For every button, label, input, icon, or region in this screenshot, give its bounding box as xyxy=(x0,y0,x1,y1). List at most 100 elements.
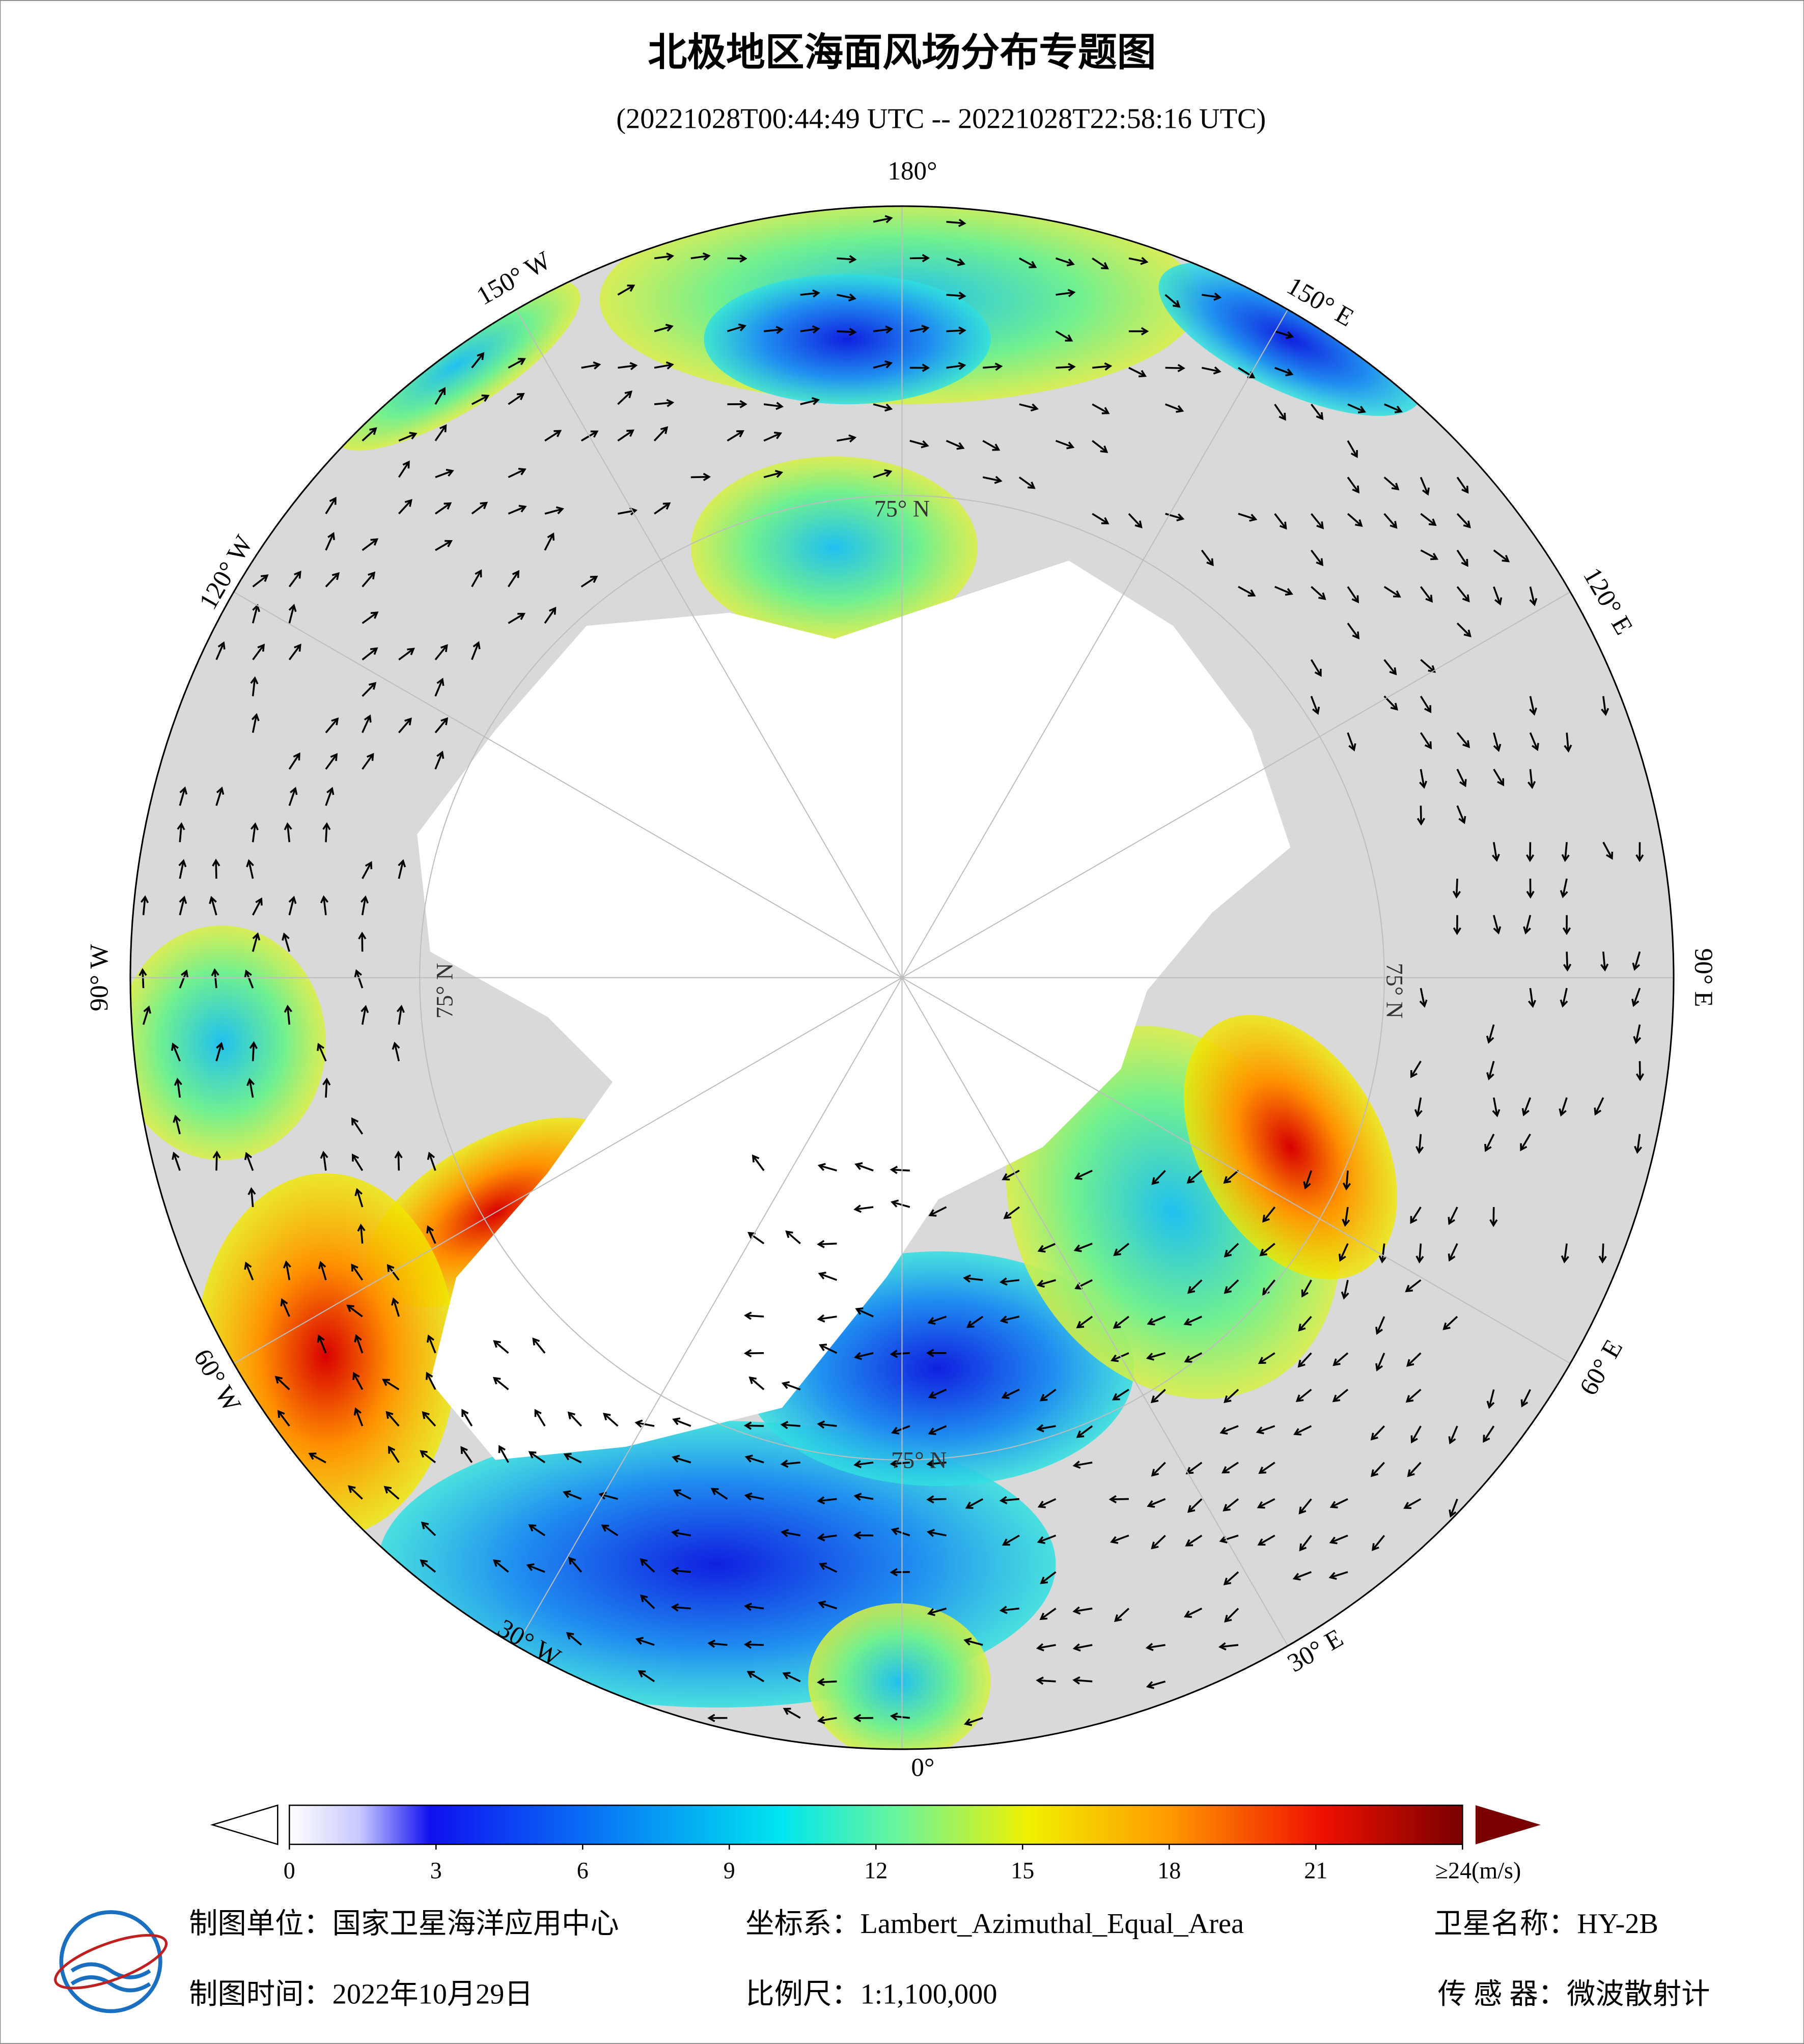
wind-arrow xyxy=(999,1606,1020,1614)
wind-arrow xyxy=(209,895,217,916)
wind-arrow xyxy=(743,1421,764,1430)
wind-arrow xyxy=(250,676,259,696)
wind-arrow xyxy=(386,1264,400,1281)
wind-arrow xyxy=(781,1529,801,1537)
wind-arrow xyxy=(890,1350,910,1358)
wind-arrow xyxy=(1329,1498,1348,1509)
wind-arrow xyxy=(1257,1498,1275,1509)
wind-arrow xyxy=(493,1340,509,1354)
wind-arrow xyxy=(1492,1097,1501,1117)
wind-arrow xyxy=(1601,696,1609,716)
wind-arrow xyxy=(563,1452,582,1464)
wind-arrow xyxy=(747,1231,765,1245)
wind-arrow xyxy=(563,1490,582,1500)
wind-arrow xyxy=(171,1042,181,1061)
longitude-label: 180° xyxy=(887,157,937,186)
wind-arrow xyxy=(1561,1243,1569,1264)
wind-arrow xyxy=(946,218,966,227)
wind-arrow xyxy=(1092,440,1108,453)
wind-arrow xyxy=(179,969,189,989)
wind-arrow xyxy=(1526,878,1535,899)
wind-arrow xyxy=(1056,257,1075,267)
logo xyxy=(54,1910,168,2013)
wind-arrow xyxy=(752,1154,765,1171)
wind-arrow xyxy=(946,257,966,266)
wind-arrow xyxy=(1262,1206,1276,1223)
wind-arrow xyxy=(322,822,331,843)
wind-arrow xyxy=(819,1562,838,1573)
wind-arrow xyxy=(421,1521,436,1536)
wind-arrow xyxy=(1259,1243,1275,1256)
wind-arrow xyxy=(635,1637,655,1646)
wind-arrow xyxy=(348,1485,363,1500)
wind-arrow xyxy=(508,357,526,369)
wind-arrow xyxy=(1224,1608,1239,1623)
wind-arrow xyxy=(1486,1060,1495,1081)
wind-arrow xyxy=(544,606,557,624)
producer: 制图单位：国家卫星海洋应用中心 xyxy=(189,1908,619,1940)
wind-arrow xyxy=(1452,878,1461,899)
wind-arrow xyxy=(1036,1643,1056,1651)
wind-arrow xyxy=(1040,1571,1057,1584)
wind-arrow xyxy=(1420,549,1438,561)
wind-arrow xyxy=(1003,1206,1020,1219)
wind-arrow xyxy=(690,252,711,261)
wind-arrow xyxy=(1218,1642,1239,1651)
wind-arrow xyxy=(346,1304,363,1318)
logo-waves xyxy=(70,1962,151,1993)
wind-arrow xyxy=(743,1349,764,1358)
wind-arrow xyxy=(425,1371,436,1390)
wind-arrows xyxy=(138,215,1645,1726)
wind-arrow xyxy=(1491,842,1500,862)
wind-arrow xyxy=(1600,951,1609,972)
wind-arrow xyxy=(140,895,149,915)
latitude-label: 75° N xyxy=(432,963,458,1018)
logo-ring xyxy=(59,1910,162,2013)
wind-arrow xyxy=(1299,1535,1312,1552)
wind-arrow xyxy=(277,1410,290,1427)
wind-arrow xyxy=(727,430,744,442)
meridian xyxy=(901,977,1571,1364)
wind-arrow xyxy=(1072,1643,1093,1652)
wind-arrow xyxy=(422,1411,436,1427)
wind-arrow xyxy=(817,1496,837,1505)
wind-arrow xyxy=(1019,403,1039,412)
wind-arrow xyxy=(963,1637,983,1646)
wind-arrow xyxy=(1201,366,1222,375)
wind-arrow xyxy=(1311,586,1326,600)
wind-arrow xyxy=(434,387,446,405)
wind-arrow xyxy=(727,400,747,409)
wind-arrow xyxy=(964,1717,983,1726)
wind-arrow xyxy=(1347,477,1359,494)
wind-arrow xyxy=(1001,1388,1020,1399)
wind-arrow xyxy=(744,1454,764,1464)
wind-arrow xyxy=(1456,477,1469,494)
wind-arrow xyxy=(817,1533,837,1542)
wind-arrow xyxy=(890,1165,910,1174)
wind-arrow xyxy=(398,499,412,515)
wind-arrow xyxy=(471,641,481,660)
wind-arrow xyxy=(362,682,377,697)
wind-arrow xyxy=(351,1117,364,1135)
wind-arrow xyxy=(362,427,377,442)
wind-arrow xyxy=(926,1459,947,1468)
wind-arrow xyxy=(1310,695,1320,715)
wind-arrow xyxy=(890,1459,910,1468)
wind-arrow xyxy=(1492,915,1502,935)
wind-arrow xyxy=(1415,1134,1424,1154)
wind-arrow xyxy=(471,501,488,515)
wind-arrow xyxy=(1018,476,1036,489)
wind-arrow xyxy=(394,1151,403,1171)
wind-arrow xyxy=(999,1277,1020,1286)
wind-arrow xyxy=(817,1716,837,1724)
wind-arrow xyxy=(654,502,671,515)
wind-arrow xyxy=(817,1163,837,1172)
wind-arrow xyxy=(601,1524,619,1536)
wind-arrow xyxy=(999,1496,1020,1504)
wind-arrow xyxy=(1631,988,1641,1007)
wind-arrow xyxy=(427,1152,436,1171)
wind-arrow xyxy=(965,1498,984,1509)
wind-arrow xyxy=(673,1489,691,1500)
wind-arrow xyxy=(1371,1535,1385,1551)
wind-arrow xyxy=(891,1527,910,1536)
